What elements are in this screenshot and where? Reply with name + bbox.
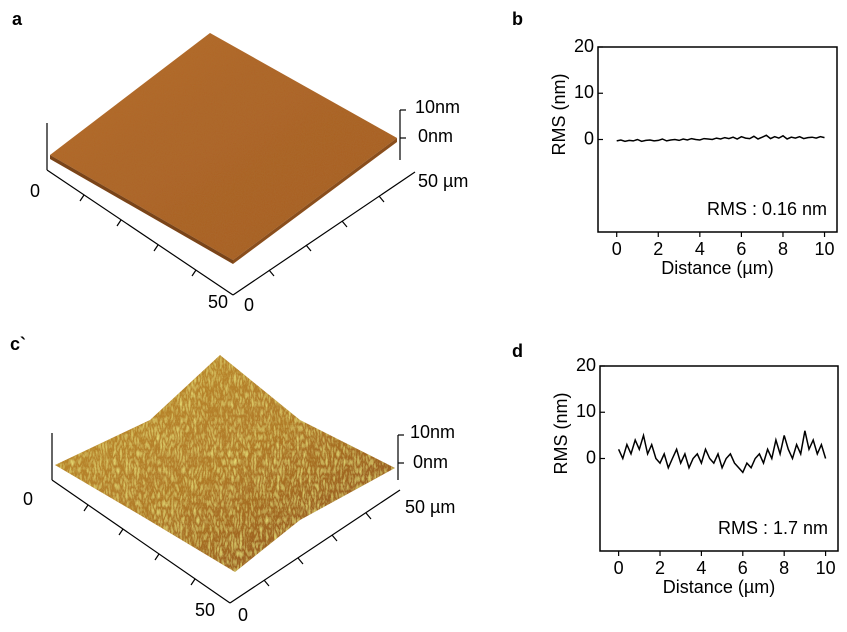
annotation: RMS : 1.7 nm [718, 518, 828, 538]
x-tick-label: 6 [738, 558, 748, 578]
panel-label: a [12, 9, 23, 29]
afm-axis-label: 10nm [415, 97, 460, 117]
x-axis-title: Distance (µm) [663, 577, 775, 597]
panel-label: c` [10, 334, 26, 354]
panel-label: b [512, 9, 523, 29]
x-tick-label: 4 [695, 239, 705, 259]
x-tick-label: 0 [612, 239, 622, 259]
afm-axis-label: 0nm [413, 452, 448, 472]
afm-axis-label: 0 [30, 181, 40, 201]
x-tick-label: 0 [614, 558, 624, 578]
x-axis-title: Distance (µm) [661, 258, 773, 278]
panel-label: d [512, 341, 523, 361]
afm-axis-label: 0 [238, 605, 248, 625]
x-tick-label: 8 [778, 239, 788, 259]
afm-axis-label: 50 [208, 292, 228, 312]
afm-axis-label: 10nm [410, 422, 455, 442]
y-tick-label: 20 [576, 355, 596, 375]
y-axis-title: RMS (nm) [551, 393, 571, 475]
afm-axis-label: 50 [195, 600, 215, 620]
y-tick-label: 0 [584, 128, 594, 148]
afm-surface [46, 33, 416, 296]
afm-axis-label: 0 [23, 489, 33, 509]
x-tick-label: 10 [816, 558, 836, 578]
y-axis-title: RMS (nm) [549, 74, 569, 156]
x-tick-label: 8 [779, 558, 789, 578]
x-tick-label: 2 [655, 558, 665, 578]
annotation: RMS : 0.16 nm [707, 199, 827, 219]
y-tick-label: 10 [574, 82, 594, 102]
afm-axis-label: 0nm [418, 126, 453, 146]
afm-axis-label: 50 µm [405, 497, 455, 517]
afm-axis-label: 0 [244, 295, 254, 315]
data-line [617, 430, 827, 474]
y-tick-label: 20 [574, 36, 594, 56]
afm-surface [51, 355, 404, 604]
y-tick-label: 10 [576, 401, 596, 421]
x-tick-label: 2 [653, 239, 663, 259]
x-tick-label: 10 [815, 239, 835, 259]
y-tick-label: 0 [586, 447, 596, 467]
afm-axis-label: 50 µm [418, 171, 468, 191]
x-tick-label: 6 [736, 239, 746, 259]
data-line [616, 134, 825, 143]
x-tick-label: 4 [696, 558, 706, 578]
